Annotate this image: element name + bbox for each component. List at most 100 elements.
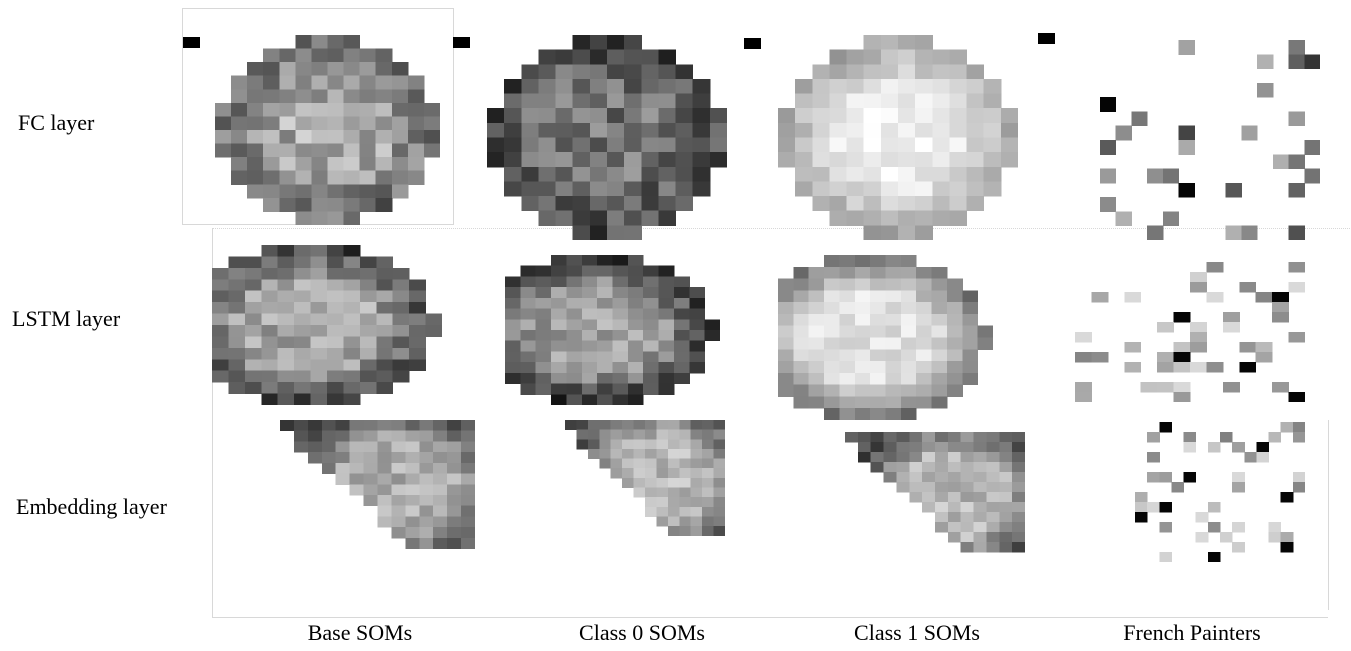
som-cell xyxy=(690,429,703,440)
som-cell xyxy=(793,313,810,327)
som-cell xyxy=(713,516,725,527)
som-cell xyxy=(566,372,583,385)
som-cell xyxy=(244,359,262,372)
som-cell xyxy=(343,89,361,104)
som-cell xyxy=(551,394,567,405)
som-cell xyxy=(880,181,899,197)
som-cell xyxy=(392,370,410,383)
som-cell xyxy=(1140,382,1158,393)
som-cell xyxy=(391,452,406,464)
som-cell xyxy=(675,152,694,168)
som-cell xyxy=(1000,122,1018,138)
som-cell xyxy=(589,78,608,95)
som-cell xyxy=(212,302,229,315)
som-cell xyxy=(947,472,962,483)
som-cell xyxy=(870,302,886,315)
som-cell xyxy=(863,137,882,153)
som-cell xyxy=(392,347,410,360)
som-cell xyxy=(407,102,425,117)
som-cell xyxy=(327,75,345,90)
som-cell xyxy=(572,181,591,197)
som-cell xyxy=(581,340,598,352)
som-cell xyxy=(376,302,394,315)
som-cell xyxy=(713,487,725,498)
som-cell xyxy=(607,64,625,80)
som-cell xyxy=(1173,382,1191,393)
som-cell xyxy=(419,537,434,550)
som-cell xyxy=(359,48,377,63)
som-cell xyxy=(854,278,871,291)
som-cell xyxy=(932,210,950,226)
som-cell xyxy=(885,372,902,386)
som-cell xyxy=(610,458,623,469)
som-cell xyxy=(535,372,552,385)
som-cell xyxy=(624,49,642,65)
som-cell xyxy=(702,477,715,488)
som-cell xyxy=(1178,140,1195,155)
som-cell xyxy=(1288,111,1305,127)
som-cell xyxy=(423,143,440,158)
som-cell xyxy=(812,93,830,109)
som-cell xyxy=(447,420,462,432)
som-cell xyxy=(633,458,646,469)
right-divider xyxy=(1328,420,1329,610)
som-cell xyxy=(863,93,882,109)
som-cell xyxy=(679,487,692,498)
som-cell xyxy=(1206,262,1224,273)
som-cell xyxy=(916,361,933,374)
som-cell xyxy=(658,122,677,138)
som-cell xyxy=(1178,125,1195,141)
som-cell xyxy=(587,429,600,440)
som-cell xyxy=(521,166,539,182)
som-cell xyxy=(244,325,262,337)
som-cell xyxy=(692,181,711,197)
som-cell xyxy=(359,62,377,77)
som-cell xyxy=(1000,108,1018,124)
som-cell xyxy=(409,313,427,326)
som-cell xyxy=(673,297,690,310)
som-cell xyxy=(343,347,361,360)
som-cell xyxy=(310,336,328,349)
som-cell xyxy=(900,361,917,374)
som-cell xyxy=(212,359,229,372)
som-cell xyxy=(863,225,882,240)
som-cell xyxy=(597,319,613,331)
som-cell xyxy=(1162,211,1180,227)
som-cell xyxy=(946,278,963,291)
som-cell xyxy=(1147,502,1160,513)
som-cell xyxy=(293,441,309,453)
som-cell xyxy=(824,325,840,338)
som-cell xyxy=(1220,532,1233,543)
som-cell xyxy=(244,336,262,349)
som-cell xyxy=(880,35,899,51)
som-cell xyxy=(983,166,1002,182)
som-cell xyxy=(947,462,962,473)
som-cell xyxy=(363,484,378,496)
som-cell xyxy=(307,452,323,464)
som-cell xyxy=(658,152,677,168)
som-cell xyxy=(922,502,936,513)
som-cell xyxy=(520,265,537,277)
som-cell xyxy=(359,157,377,172)
som-cell xyxy=(607,108,625,124)
som-cell xyxy=(376,267,394,280)
som-cell xyxy=(433,473,448,485)
som-cell xyxy=(667,468,680,479)
som-cell xyxy=(931,361,948,374)
som-cell xyxy=(673,330,690,342)
som-cell xyxy=(898,196,916,212)
som-cell xyxy=(419,430,434,442)
som-cell xyxy=(343,116,361,131)
som-cell xyxy=(870,266,886,280)
som-cell xyxy=(363,462,378,475)
som-cell xyxy=(612,287,629,299)
som-cell xyxy=(247,62,264,77)
som-cell xyxy=(960,532,975,543)
som-cell xyxy=(808,396,825,409)
som-cell xyxy=(535,287,552,299)
som-cell xyxy=(1207,502,1221,513)
som-cell xyxy=(612,255,629,267)
som-cell xyxy=(1075,332,1092,343)
som-cell xyxy=(880,225,899,240)
som-cell xyxy=(461,484,475,496)
